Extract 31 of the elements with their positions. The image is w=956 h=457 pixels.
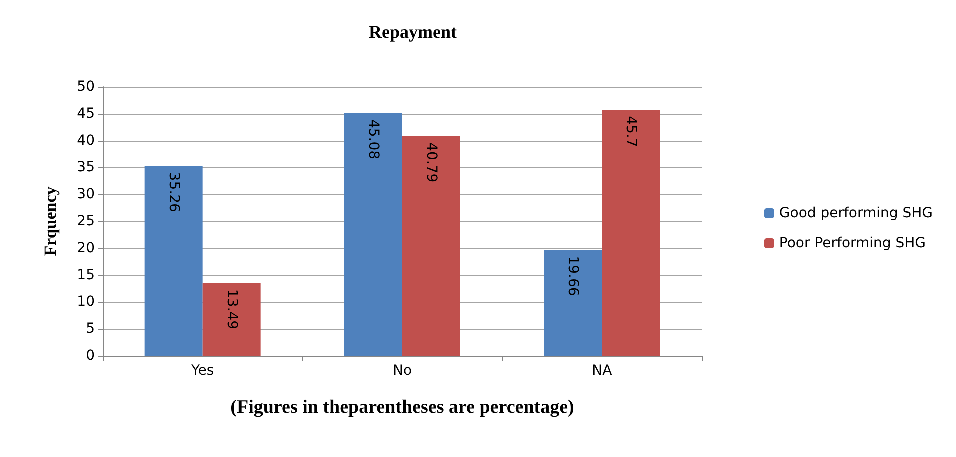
y-tick-label: 10: [77, 294, 95, 310]
x-tick-label: No: [392, 363, 412, 379]
data-label: 45.7: [623, 116, 640, 148]
data-label: 40.79: [424, 142, 440, 183]
y-tick-label: 20: [77, 240, 95, 256]
y-tick-label: 15: [77, 267, 95, 284]
legend-label: Poor Performing SHG: [779, 236, 926, 252]
y-tick-label: 45: [77, 106, 95, 122]
bar: [144, 166, 203, 356]
y-tick-label: 40: [77, 132, 95, 149]
y-axis-title: Frquency: [41, 186, 60, 256]
y-tick-label: 25: [77, 214, 95, 230]
x-axis-title: (Figures in theparentheses are percentage): [230, 397, 574, 418]
y-tick-label: 50: [77, 79, 95, 95]
y-tick-label: 35: [77, 160, 95, 176]
y-tick-label: 0: [86, 348, 95, 364]
data-label: 45.08: [366, 119, 382, 160]
bar: [344, 113, 402, 356]
y-tick-label: 5: [86, 321, 95, 338]
chart-title: Repayment: [369, 22, 457, 42]
bar: [602, 110, 660, 356]
legend-label: Good performing SHG: [779, 206, 933, 222]
y-tick-label: 30: [77, 186, 95, 203]
data-label: 19.66: [565, 256, 582, 296]
data-label: 13.49: [224, 289, 240, 330]
x-tick-label: Yes: [190, 363, 214, 379]
data-label: 35.26: [166, 172, 182, 212]
bar: [202, 283, 261, 356]
x-tick-label: NA: [592, 363, 613, 379]
bar: [402, 136, 460, 356]
bar: [544, 250, 602, 356]
